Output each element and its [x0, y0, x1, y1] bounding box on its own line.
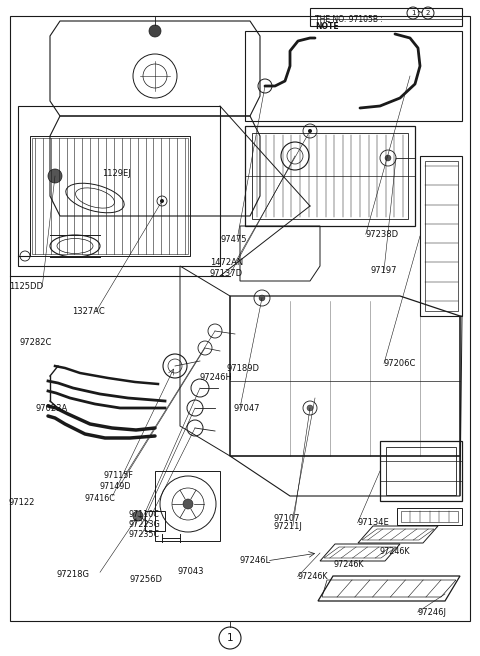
Text: 1: 1 — [227, 633, 233, 643]
Text: 97246K: 97246K — [298, 572, 328, 581]
Text: 1125DD: 1125DD — [9, 282, 43, 291]
Text: NOTE: NOTE — [315, 22, 338, 31]
Circle shape — [149, 25, 161, 37]
Text: 97246J: 97246J — [418, 607, 446, 617]
Text: 97043: 97043 — [178, 567, 204, 576]
Text: 97206C: 97206C — [384, 359, 416, 368]
Text: 97475: 97475 — [221, 235, 247, 244]
Text: 97149D: 97149D — [99, 482, 131, 491]
Text: 97256D: 97256D — [130, 575, 163, 584]
Text: THE NO. 97105B :: THE NO. 97105B : — [315, 15, 385, 24]
Text: 97023A: 97023A — [36, 403, 68, 413]
Text: 97047: 97047 — [234, 403, 260, 413]
Text: 97416C: 97416C — [85, 494, 116, 503]
Text: 97211J: 97211J — [274, 522, 302, 531]
Circle shape — [183, 499, 193, 509]
Text: 97107: 97107 — [274, 514, 300, 523]
Text: 97246K: 97246K — [334, 560, 364, 569]
Text: 97246L: 97246L — [240, 556, 271, 565]
Text: ~: ~ — [416, 9, 422, 18]
Text: 97246K: 97246K — [379, 547, 410, 556]
Text: 97235C: 97235C — [128, 530, 159, 539]
Text: 97137D: 97137D — [210, 269, 243, 278]
Circle shape — [160, 199, 164, 203]
Text: 97197: 97197 — [371, 266, 397, 275]
Text: 97115F: 97115F — [103, 471, 133, 480]
Circle shape — [259, 295, 265, 301]
Text: 97223G: 97223G — [128, 520, 160, 529]
Circle shape — [308, 129, 312, 133]
Text: 97134E: 97134E — [358, 518, 389, 527]
Text: 97110C: 97110C — [128, 510, 159, 520]
Text: 97122: 97122 — [9, 498, 35, 507]
Text: 97218G: 97218G — [57, 570, 90, 579]
Text: 1: 1 — [411, 10, 415, 16]
Text: 2: 2 — [426, 10, 430, 16]
Text: 97238D: 97238D — [366, 230, 399, 239]
Circle shape — [307, 405, 313, 411]
Circle shape — [133, 511, 143, 521]
Text: 1129EJ: 1129EJ — [102, 169, 131, 178]
Text: 1327AC: 1327AC — [72, 307, 105, 316]
Text: 1472AN: 1472AN — [210, 258, 243, 267]
Text: 97246H: 97246H — [199, 373, 232, 382]
Circle shape — [385, 155, 391, 161]
Text: 97189D: 97189D — [227, 363, 260, 373]
Circle shape — [48, 169, 62, 183]
Text: 97282C: 97282C — [19, 338, 51, 347]
